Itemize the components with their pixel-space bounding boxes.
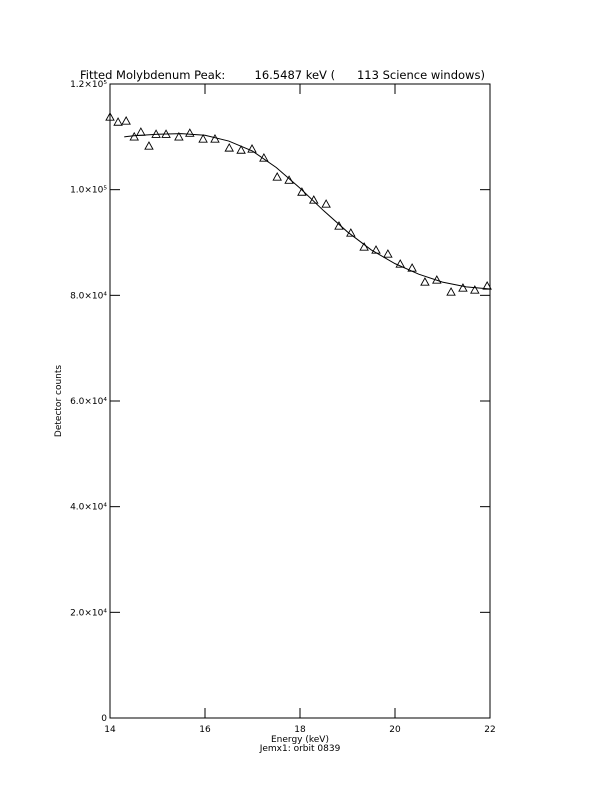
- footnote: Jemx1: orbit 0839: [259, 744, 341, 754]
- y-tick-label: 1.0×10⁵: [70, 186, 107, 196]
- x-tick-label: 18: [294, 725, 306, 735]
- data-point: [174, 131, 184, 141]
- data-point: [272, 172, 282, 181]
- data-point: [113, 117, 123, 126]
- data-point: [198, 134, 208, 143]
- y-tick-label: 0: [101, 714, 107, 724]
- y-tick-label: 4.0×10⁴: [70, 503, 107, 513]
- data-point: [470, 285, 480, 294]
- data-point: [383, 249, 393, 258]
- data-point: [121, 116, 131, 125]
- x-tick-label: 14: [104, 725, 116, 735]
- x-tick-label: 22: [484, 725, 495, 735]
- data-point: [224, 143, 234, 152]
- data-point: [144, 141, 154, 150]
- data-point: [247, 144, 257, 153]
- x-tick-label: 16: [199, 725, 211, 735]
- y-tick-label: 6.0×10⁴: [70, 397, 107, 407]
- data-point: [395, 259, 405, 268]
- data-point: [458, 283, 468, 292]
- data-point: [185, 128, 195, 137]
- data-point: [446, 287, 456, 296]
- data-point: [236, 145, 246, 154]
- fit-line: [124, 133, 491, 290]
- x-axis-label: Energy (keV): [271, 735, 329, 745]
- y-axis-label: Detector counts: [54, 365, 64, 437]
- data-point: [420, 277, 430, 286]
- data-point: [321, 199, 331, 208]
- chart-title: Fitted Molybdenum Peak: 16.5487 keV ( 11…: [80, 68, 485, 82]
- data-point: [105, 112, 115, 121]
- y-tick-label: 1.2×10⁵: [70, 80, 107, 90]
- y-tick-label: 2.0×10⁴: [70, 608, 107, 618]
- y-tick-label: 8.0×10⁴: [70, 291, 107, 301]
- x-tick-label: 20: [389, 725, 401, 735]
